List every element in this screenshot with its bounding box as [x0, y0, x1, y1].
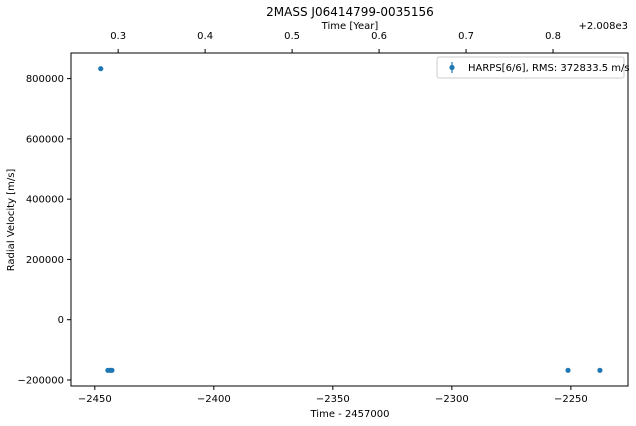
bottom-axis-ticks: −2450 −2400 −2350 −2300 −2250	[78, 386, 588, 405]
data-points	[98, 66, 603, 373]
data-point	[597, 367, 603, 373]
legend: HARPS[6/6], RMS: 372833.5 m/s	[436, 56, 630, 79]
top-tick-label: 0.7	[458, 31, 474, 42]
top-tick-label: 0.5	[284, 31, 300, 42]
data-point	[109, 367, 115, 373]
top-tick-label: 0.8	[545, 31, 561, 42]
top-tick-label: 0.4	[197, 31, 213, 42]
y-tick-label: 600000	[26, 134, 64, 145]
legend-box	[436, 56, 625, 79]
y-tick-label: 200000	[26, 255, 64, 266]
y-tick-label: 400000	[26, 195, 64, 206]
left-axis-ticks: −200000 0 200000 400000 600000 800000	[17, 74, 71, 386]
data-point	[98, 66, 104, 72]
x-tick-label: −2300	[435, 394, 469, 405]
top-tick-label: 0.6	[371, 31, 387, 42]
top-tick-label: 0.3	[110, 31, 126, 42]
top-axis-title: Time [Year]	[321, 21, 379, 32]
x-tick-label: −2450	[78, 394, 112, 405]
y-axis-title: Radial Velocity [m/s]	[6, 169, 17, 272]
x-tick-label: −2250	[554, 394, 588, 405]
legend-marker	[449, 64, 455, 71]
x-tick-label: −2350	[316, 394, 350, 405]
x-axis-title: Time - 2457000	[310, 409, 390, 420]
y-tick-label: 800000	[26, 74, 64, 85]
x-tick-label: −2400	[197, 394, 231, 405]
top-axis-offset-label: +2.008e3	[578, 21, 628, 32]
plot-area	[70, 52, 629, 387]
y-tick-label: 0	[58, 315, 64, 326]
legend-label: HARPS[6/6], RMS: 372833.5 m/s	[468, 63, 630, 74]
y-tick-label: −200000	[17, 375, 64, 386]
top-axis-ticks: 0.3 0.4 0.5 0.6 0.7 0.8	[110, 31, 561, 53]
chart-title: 2MASS J06414799-0035156	[266, 5, 434, 19]
data-point	[565, 367, 571, 373]
